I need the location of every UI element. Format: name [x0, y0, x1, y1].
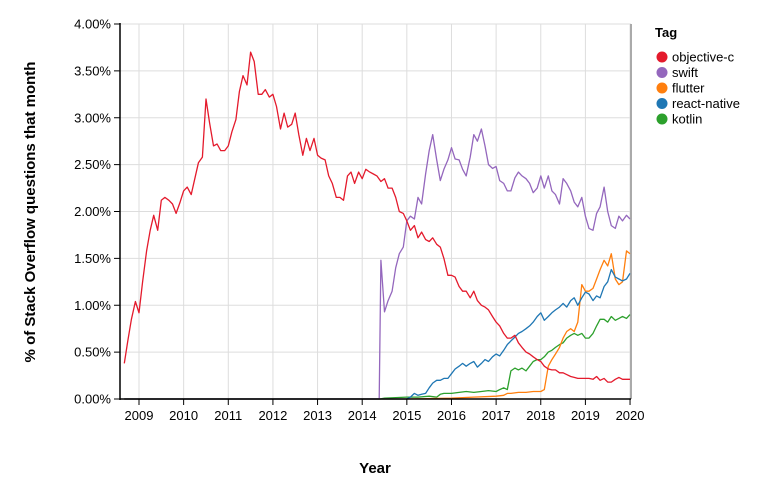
x-tick-label: 2011	[214, 408, 242, 423]
y-tick-label: 2.50%	[74, 157, 111, 172]
y-tick-label: 0.00%	[74, 392, 111, 407]
x-tick-label: 2015	[392, 408, 421, 423]
legend-label: flutter	[672, 81, 705, 96]
legend-swatch-dot-icon	[656, 51, 668, 63]
x-axis-title: Year	[359, 460, 391, 477]
x-tick-label: 2009	[125, 408, 154, 423]
series-line-react-native	[124, 268, 631, 400]
legend-swatch-dot-icon	[656, 98, 668, 109]
legend-swatch-dot-icon	[656, 67, 668, 78]
legend-item-react-native: react-native	[656, 96, 740, 111]
y-axis-title: % of Stack Overflow questions that month	[22, 62, 39, 363]
y-tick-label: 2.00%	[74, 204, 111, 219]
legend-item-kotlin: kotlin	[656, 112, 702, 127]
series-line-kotlin	[124, 314, 631, 400]
x-tick-label: 2014	[348, 408, 377, 423]
y-tick-label: 3.50%	[74, 63, 111, 78]
series-line-flutter	[124, 250, 631, 400]
x-tick-label: 2017	[482, 408, 511, 423]
legend: Tag objective-cswiftflutterreact-nativek…	[655, 25, 740, 127]
x-tick-label: 2018	[526, 408, 555, 423]
grid-lines	[120, 23, 632, 400]
y-tick-label: 1.50%	[74, 251, 111, 266]
series-line-swift	[124, 128, 631, 400]
legend-item-objective-c: objective-c	[656, 50, 735, 65]
x-tick-label: 2010	[169, 408, 198, 423]
series-line-objective-c	[123, 51, 630, 383]
x-tick-label: 2016	[437, 408, 466, 423]
x-tick-label: 2013	[303, 408, 332, 423]
x-tick-label: 2019	[571, 408, 600, 423]
y-tick-label: 4.00%	[74, 17, 111, 32]
axes: 0.00% 0.50% 1.00% 1.50% 2.00% 2.50% 3.00% 3.50%…	[74, 17, 644, 424]
legend-swatch-dot-icon	[656, 82, 668, 94]
legend-title: Tag	[655, 25, 677, 40]
legend-label: kotlin	[672, 112, 702, 127]
y-tick-label: 0.50%	[74, 345, 111, 360]
legend-item-flutter: flutter	[656, 81, 705, 96]
x-tick-label: 2012	[258, 408, 287, 423]
y-tick-label: 1.00%	[74, 298, 111, 313]
legend-label: swift	[672, 65, 698, 80]
legend-label: react-native	[672, 96, 740, 111]
x-tick-label: 2020	[616, 408, 645, 423]
y-tick-label: 3.00%	[74, 110, 111, 125]
legend-label: objective-c	[672, 50, 735, 65]
legend-item-swift: swift	[656, 65, 698, 80]
legend-swatch-dot-icon	[656, 113, 668, 125]
series-lines	[123, 51, 631, 400]
